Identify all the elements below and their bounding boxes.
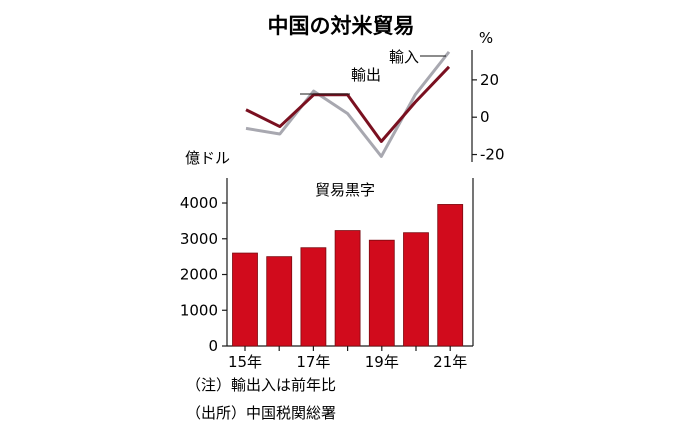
bar-x-tick-label: 21年 <box>433 353 467 371</box>
line-y-tick-label: -20 <box>480 146 505 164</box>
bar <box>300 247 327 347</box>
line-y-tick-label: 20 <box>480 71 499 89</box>
bar-x-ticks: 15年 17年 19年 21年 <box>228 346 467 371</box>
imports-line <box>245 50 451 158</box>
bar-y-tick-label: 0 <box>208 337 218 355</box>
bar <box>368 239 395 347</box>
series-label-imports: 輸入 <box>389 48 419 66</box>
bar-axes: 0 1000 2000 3000 4000 <box>180 178 474 355</box>
line-y-unit: % <box>479 29 493 47</box>
line-series-group <box>245 50 451 158</box>
bars-group <box>232 204 464 347</box>
chart-title: 中国の対米貿易 <box>268 14 415 38</box>
bar-y-tick-label: 2000 <box>180 266 218 284</box>
note-text: （注）輸出入は前年比 <box>186 376 336 394</box>
bar <box>403 232 429 347</box>
bar-x-tick-label: 15年 <box>228 353 262 371</box>
bar-chart-title: 貿易黒字 <box>315 181 375 199</box>
bar-x-tick-label: 17年 <box>296 353 330 371</box>
bar-y-unit: 億ドル <box>185 149 230 167</box>
bar <box>437 204 464 347</box>
bar-chart: 億ドル 貿易黒字 0 1000 2000 3000 4000 15年 17年 19年 21年 <box>180 149 474 371</box>
line-y-tick-label: 0 <box>480 108 490 126</box>
bar-x-tick-label: 19年 <box>365 353 399 371</box>
bar-y-tick-label: 4000 <box>180 194 218 212</box>
source-text: （出所）中国税関総署 <box>186 404 336 422</box>
bar <box>266 256 293 347</box>
bar <box>232 252 258 347</box>
bar-y-tick-label: 3000 <box>180 230 218 248</box>
series-label-exports: 輸出 <box>351 66 381 84</box>
line-y-ticks: 20 0 -20 <box>472 71 505 164</box>
line-chart: % 20 0 -20 輸出 輸入 <box>245 29 505 164</box>
bar-y-tick-label: 1000 <box>180 301 218 319</box>
bar <box>334 230 361 347</box>
exports-line <box>245 65 451 143</box>
